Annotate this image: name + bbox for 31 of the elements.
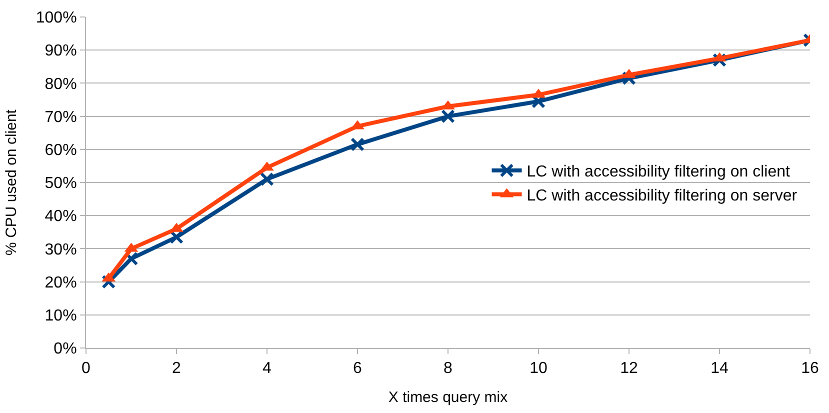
y-tick-label: 30% — [44, 241, 77, 258]
point — [441, 109, 455, 124]
x-axis-title: X times query mix — [388, 389, 508, 406]
x-tick-label: 16 — [801, 360, 819, 378]
point — [260, 172, 274, 186]
y-tick-label: 80% — [44, 76, 77, 93]
x-tick-label: 6 — [353, 360, 362, 378]
point — [170, 230, 184, 244]
y-tick-label: 20% — [44, 274, 77, 292]
y-tick-label: 90% — [44, 42, 77, 60]
y-tick-label: 100% — [36, 10, 77, 27]
y-tick-label: 0% — [54, 340, 77, 358]
x-tick-label: 8 — [444, 360, 453, 378]
point — [712, 53, 726, 68]
y-tick-label: 50% — [44, 175, 77, 192]
x-tick-label: 4 — [262, 360, 272, 378]
x-tick-label: 0 — [82, 360, 91, 378]
y-tick-label: 60% — [44, 142, 77, 159]
point — [350, 137, 364, 152]
y-tick-label: 10% — [44, 308, 77, 324]
y-tick-label: 70% — [44, 108, 77, 126]
legend-label: LC with accessibility filtering on server — [526, 187, 798, 204]
x-tick-label: 12 — [620, 360, 638, 378]
y-tick-label: 40% — [44, 208, 77, 226]
legend-label: LC with accessibility filtering on client — [526, 164, 791, 181]
point — [102, 274, 116, 289]
x-tick-label: 2 — [172, 360, 182, 378]
point — [532, 94, 546, 108]
x-tick-label: 10 — [530, 360, 548, 378]
x-tick-label: 14 — [710, 360, 728, 378]
y-axis-title: % CPU used on client — [3, 108, 20, 256]
